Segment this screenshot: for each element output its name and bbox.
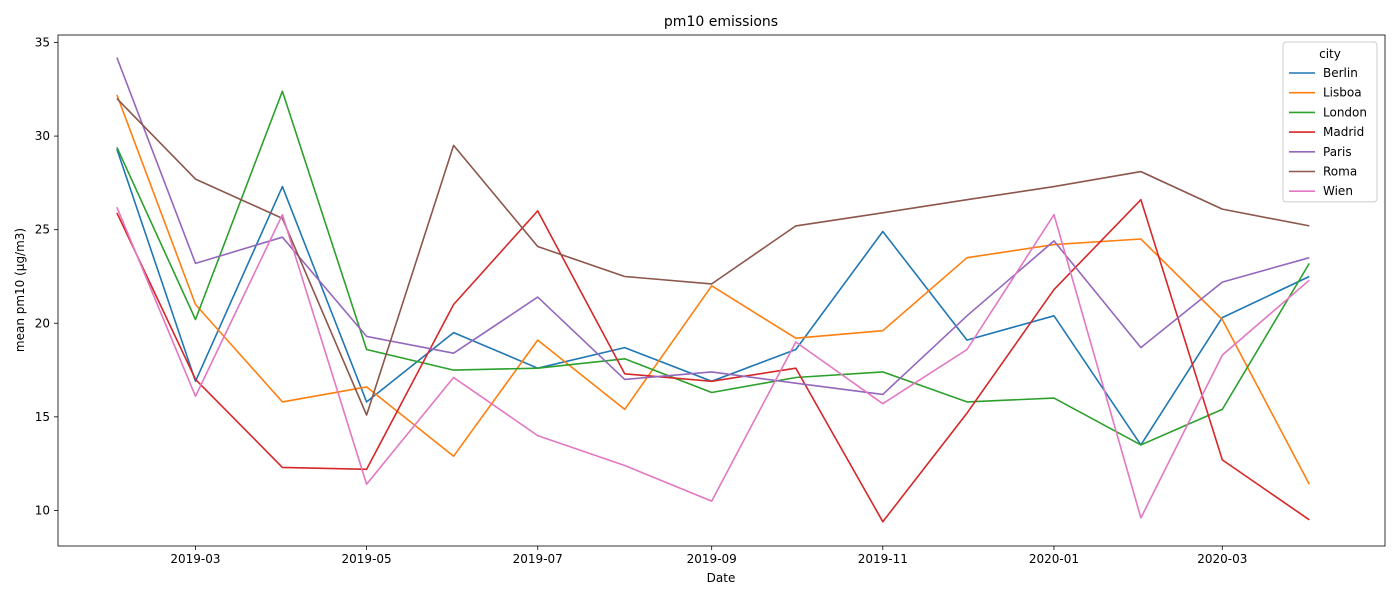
y-tick-label: 20 [35,316,50,330]
axes-layer: 2019-03 2019-05 2019-07 2019-09 2019-11 2020-… [35,34,1386,566]
x-tick-label: 2019-03 [170,552,220,566]
y-axis-label: mean pm10 (µg/m3) [13,228,27,352]
series-layer [116,57,1311,523]
plot-frame [57,34,1386,547]
y-tick-label: 35 [35,35,50,49]
series-line-paris [116,57,1310,396]
x-tick-label: 2019-07 [513,552,563,566]
series-line-wien [116,206,1310,519]
series-line-roma [116,98,1310,416]
series-line-madrid [116,198,1310,523]
y-tick-label: 15 [35,410,50,424]
legend-label-lisboa: Lisboa [1323,86,1362,100]
chart-title: pm10 emissions [664,14,778,30]
x-tick-label: 2020-01 [1029,552,1079,566]
legend-label-madrid: Madrid [1323,125,1364,139]
y-tick-label: 10 [35,503,50,517]
legend: city Berlin Lisboa London Madrid Paris Roma Wie… [1282,41,1378,203]
legend-label-london: London [1323,105,1367,119]
legend-title: city [1319,47,1341,61]
legend-label-wien: Wien [1323,184,1353,198]
legend-box [1282,41,1378,203]
x-tick-label: 2019-11 [858,552,908,566]
series-line-lisboa [116,94,1311,485]
legend-label-berlin: Berlin [1323,66,1358,80]
x-axis-label: Date [707,571,736,585]
series-line-london [116,90,1310,446]
x-tick-label: 2019-09 [687,552,737,566]
y-tick-label: 25 [35,223,50,237]
legend-label-roma: Roma [1323,165,1357,179]
legend-label-paris: Paris [1323,145,1352,159]
y-tick-label: 30 [35,129,50,143]
x-tick-label: 2020-03 [1197,552,1247,566]
x-tick-label: 2019-05 [342,552,392,566]
